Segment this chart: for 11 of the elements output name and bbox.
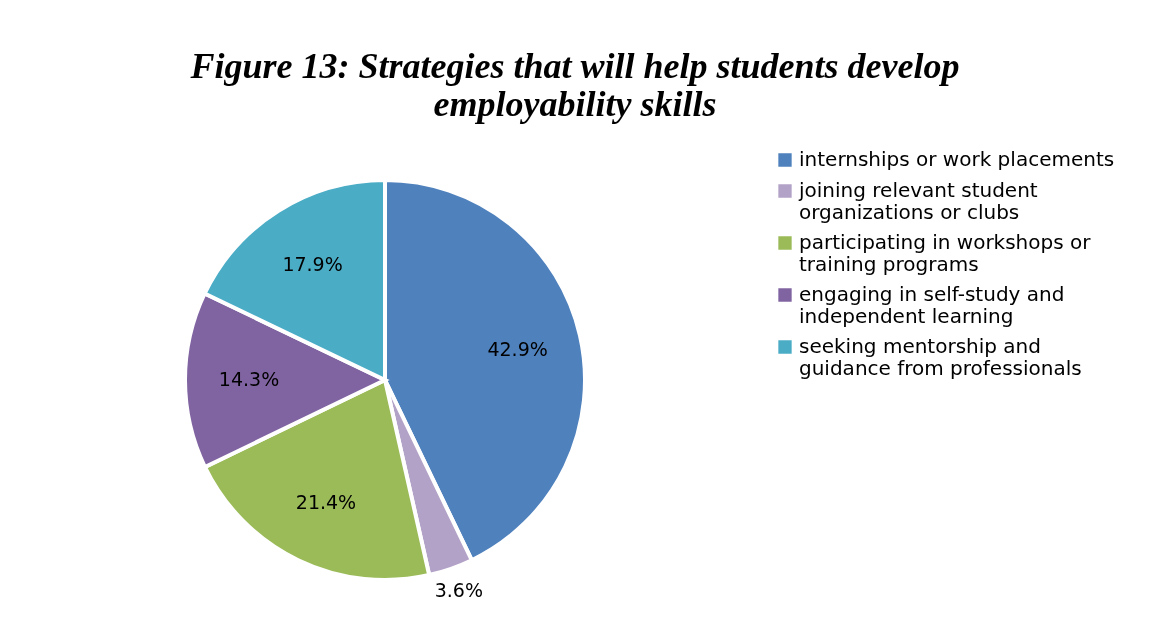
legend-label: participating in workshops or training programs [799,230,1092,276]
data-label: 14.3% [218,368,280,391]
data-label: 21.4% [295,490,357,513]
chart-title: Figure 13: Strategies that will help students develop employability skills [189,46,960,124]
data-label: 17.9% [282,252,343,275]
legend-label: joining relevant student organizations or clubs [798,178,1038,224]
legend-label: internships or work placements [799,147,1115,171]
legend-label: engaging in self-study and independent learning [799,282,1065,328]
data-label: 42.9% [487,337,548,360]
data-label: 3.6% [434,579,483,602]
legend-label: seeking mentorship and guidance from professionals [799,334,1082,380]
